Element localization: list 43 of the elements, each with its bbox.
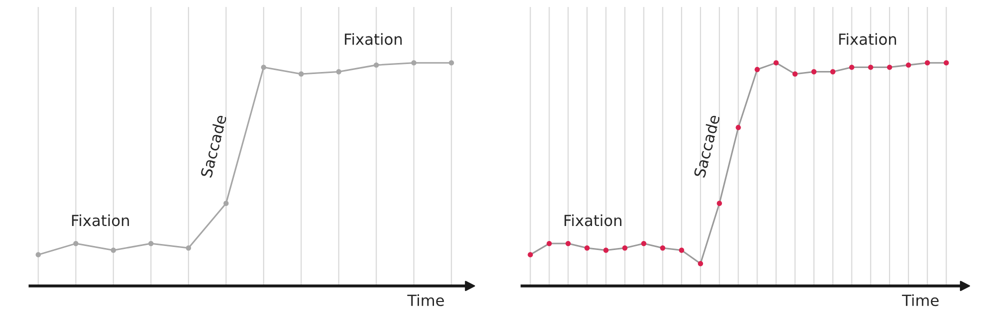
point bbox=[186, 245, 192, 251]
point bbox=[906, 62, 912, 68]
point bbox=[528, 252, 533, 258]
point bbox=[336, 69, 342, 74]
point bbox=[148, 240, 154, 246]
point bbox=[566, 240, 571, 246]
point bbox=[868, 64, 874, 70]
point bbox=[754, 66, 760, 72]
point bbox=[73, 240, 78, 246]
point bbox=[678, 248, 684, 253]
point bbox=[641, 240, 646, 246]
point bbox=[622, 245, 628, 251]
point bbox=[36, 252, 41, 258]
annotation: Fixation bbox=[72, 214, 129, 226]
point bbox=[603, 248, 609, 253]
point bbox=[716, 200, 722, 206]
point bbox=[374, 62, 379, 68]
point bbox=[698, 261, 704, 266]
point bbox=[546, 240, 552, 246]
x-axis-title: Time bbox=[902, 294, 939, 306]
annotation: Saccade bbox=[200, 114, 227, 178]
point bbox=[774, 60, 779, 66]
point bbox=[261, 64, 266, 70]
text: Fixation bbox=[344, 33, 402, 45]
point bbox=[584, 245, 590, 251]
point bbox=[448, 60, 454, 66]
point bbox=[736, 124, 741, 130]
annotation: Fixation bbox=[564, 214, 622, 226]
point bbox=[411, 60, 416, 66]
point bbox=[849, 64, 854, 70]
point bbox=[830, 69, 836, 74]
point bbox=[110, 248, 116, 253]
point bbox=[660, 245, 666, 251]
point bbox=[924, 60, 930, 66]
point bbox=[223, 200, 229, 206]
point bbox=[811, 69, 817, 74]
point bbox=[886, 64, 892, 70]
x-axis-title: Time bbox=[407, 294, 444, 306]
point bbox=[298, 71, 304, 77]
text: Fixation bbox=[839, 33, 896, 45]
point bbox=[944, 60, 949, 66]
point bbox=[792, 71, 798, 77]
annotation: Saccade bbox=[693, 114, 720, 178]
